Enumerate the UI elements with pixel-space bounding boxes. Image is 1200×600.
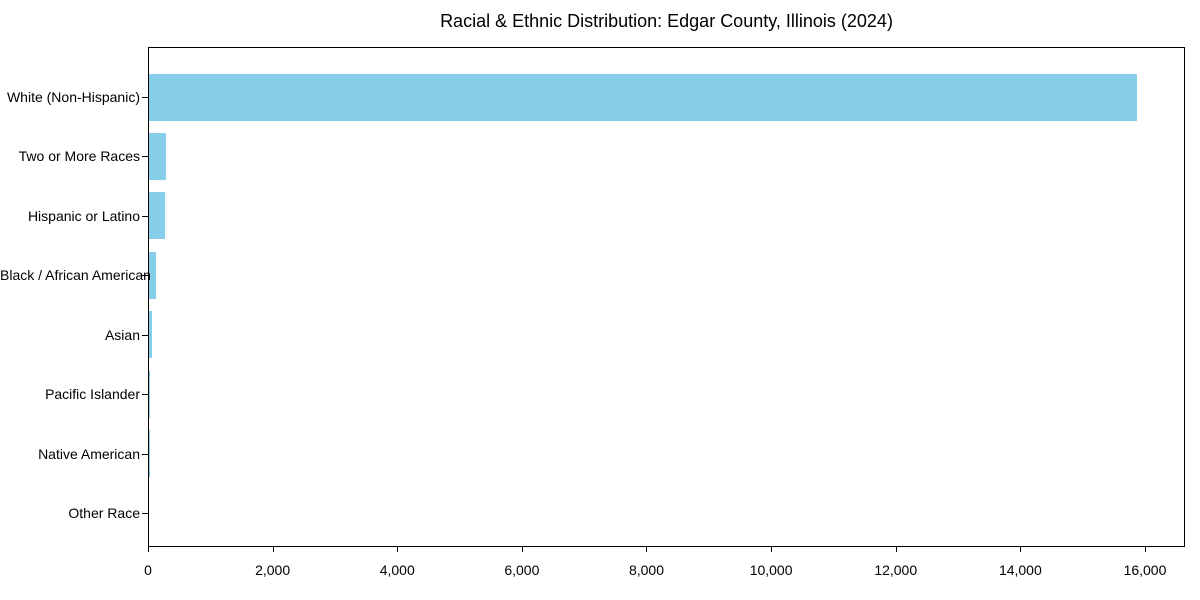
y-axis-label: Native American	[38, 445, 140, 462]
x-axis-tick-label: 6,000	[504, 562, 540, 578]
y-tick	[142, 275, 148, 277]
y-tick	[142, 156, 148, 158]
x-tick	[397, 547, 399, 552]
x-axis-tick-label: 12,000	[874, 562, 918, 578]
y-axis-label: Black / African American	[0, 267, 151, 284]
x-tick	[895, 547, 897, 552]
x-tick	[1144, 547, 1146, 552]
x-tick	[646, 547, 648, 552]
bar	[149, 192, 165, 240]
x-axis-tick-label: 8,000	[628, 562, 664, 578]
bar	[149, 132, 166, 180]
x-tick	[148, 547, 149, 552]
y-tick	[142, 334, 148, 336]
y-axis-label: Asian	[104, 326, 140, 343]
y-tick	[142, 97, 148, 98]
y-axis-label: Two or More Races	[18, 148, 140, 165]
y-tick	[142, 215, 148, 217]
plot-area	[148, 47, 1185, 547]
x-axis-tick-label: 16,000	[1123, 562, 1167, 578]
bar	[149, 251, 156, 299]
y-tick	[142, 453, 148, 455]
x-tick	[1020, 547, 1022, 552]
x-tick	[771, 547, 773, 552]
x-axis-tick-label: 2,000	[255, 562, 291, 578]
x-tick	[272, 547, 274, 552]
y-tick	[142, 513, 148, 514]
bar	[149, 311, 152, 359]
bar	[149, 73, 1137, 121]
y-tick	[142, 394, 148, 396]
y-axis-label: Hispanic or Latino	[27, 207, 140, 224]
chart-title: Racial & Ethnic Distribution: Edgar Coun…	[440, 11, 893, 31]
y-axis-label: Other Race	[68, 505, 140, 521]
x-axis-tick-label: 0	[144, 562, 152, 578]
x-axis-tick-label: 10,000	[749, 562, 793, 578]
x-axis-tick-label: 4,000	[379, 562, 415, 578]
y-axis-label: White (Non-Hispanic)	[6, 89, 140, 105]
y-axis-label: Pacific Islander	[45, 386, 140, 403]
x-axis-tick-label: 14,000	[998, 562, 1042, 578]
x-tick	[521, 547, 523, 552]
